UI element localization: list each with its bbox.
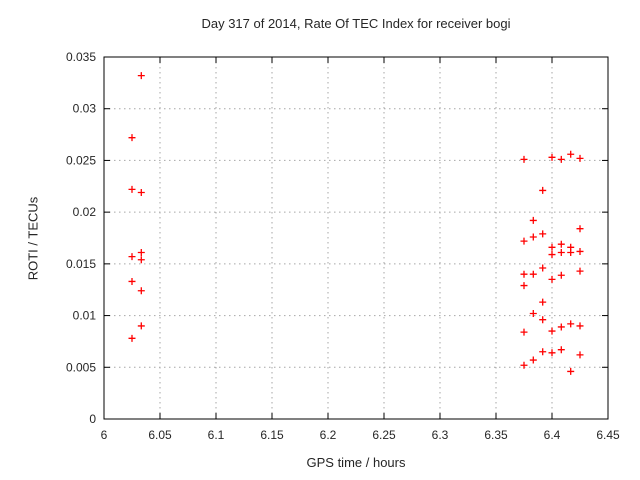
data-point-marker [548, 243, 556, 251]
data-point-marker [548, 251, 556, 259]
data-point-marker [548, 275, 556, 283]
data-point-marker [128, 277, 136, 285]
data-point-marker [557, 248, 565, 256]
data-point-marker [520, 237, 528, 245]
data-point-marker [557, 155, 565, 163]
y-tick-label: 0.01 [73, 309, 97, 323]
x-tick-label: 6.3 [432, 428, 449, 442]
y-tick-label: 0 [89, 412, 96, 426]
data-point-marker [128, 134, 136, 142]
y-tick-label: 0.02 [73, 205, 97, 219]
data-point-marker [548, 327, 556, 335]
y-axis-label: ROTI / TECUs [25, 196, 41, 281]
x-axis-label: GPS time / hours [306, 455, 406, 470]
y-tick-label: 0.015 [66, 257, 96, 271]
data-point-marker [128, 253, 136, 261]
data-point-marker [529, 310, 537, 318]
data-point-marker [520, 361, 528, 369]
data-point-marker [137, 188, 145, 196]
data-point-marker [557, 346, 565, 354]
data-point-marker [539, 230, 547, 238]
data-point-marker [539, 316, 547, 324]
y-tick-label: 0.025 [66, 153, 96, 167]
data-point-marker [576, 247, 584, 255]
data-point-marker [137, 248, 145, 256]
x-tick-label: 6.2 [320, 428, 337, 442]
x-tick-label: 6.05 [148, 428, 172, 442]
y-tick-label: 0.035 [66, 50, 96, 64]
data-point-marker [529, 270, 537, 278]
data-point-marker [137, 256, 145, 264]
data-point-marker [557, 323, 565, 331]
data-point-marker [576, 267, 584, 275]
data-point-marker [529, 216, 537, 224]
data-point-marker [539, 298, 547, 306]
data-point-marker [520, 282, 528, 290]
x-tick-label: 6 [101, 428, 108, 442]
data-point-marker [567, 150, 575, 158]
x-tick-label: 6.35 [484, 428, 508, 442]
data-point-marker [557, 240, 565, 248]
data-point-marker [576, 351, 584, 359]
data-point-marker [520, 270, 528, 278]
data-point-marker [137, 287, 145, 295]
data-point-marker [576, 154, 584, 162]
data-point-marker [529, 233, 537, 241]
data-point-marker [548, 153, 556, 161]
data-point-marker [137, 72, 145, 80]
data-point-marker [576, 225, 584, 233]
data-point-marker [557, 271, 565, 279]
data-point-marker [520, 328, 528, 336]
data-point-marker [128, 334, 136, 342]
y-tick-label: 0.005 [66, 360, 96, 374]
chart-title: Day 317 of 2014, Rate Of TEC Index for r… [201, 16, 511, 31]
x-tick-label: 6.25 [372, 428, 396, 442]
data-point-marker [539, 348, 547, 356]
plot-border [103, 56, 609, 420]
y-tick-label: 0.03 [73, 102, 97, 116]
x-tick-label: 6.4 [544, 428, 561, 442]
data-point-marker [539, 186, 547, 194]
x-tick-label: 6.45 [596, 428, 620, 442]
data-point-marker [567, 367, 575, 375]
data-point-marker [567, 320, 575, 328]
x-tick-label: 6.1 [208, 428, 225, 442]
data-point-marker [567, 248, 575, 256]
data-point-marker [548, 349, 556, 357]
data-point-marker [137, 322, 145, 330]
data-point-marker [539, 264, 547, 272]
data-point-marker [576, 322, 584, 330]
data-point-marker [128, 185, 136, 193]
x-tick-label: 6.15 [260, 428, 284, 442]
data-point-marker [529, 356, 537, 364]
data-point-marker [520, 155, 528, 163]
